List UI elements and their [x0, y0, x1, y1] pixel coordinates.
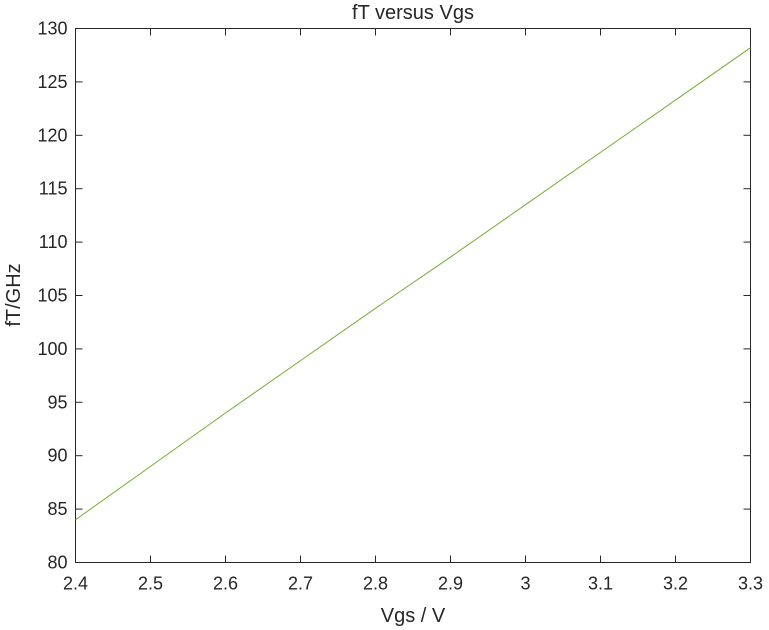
y-tick-label: 120	[37, 125, 67, 145]
x-axis-ticks: 2.4 2.5 2.6 2.7 2.8 2.9 3 3.1 3.2 3.3	[63, 28, 763, 594]
y-tick-label: 95	[47, 392, 67, 412]
y-tick-label: 115	[39, 179, 68, 199]
y-tick-label: 130	[37, 19, 67, 39]
x-tick-label: 3.2	[663, 574, 688, 594]
y-axis-label: fT/GHz	[3, 263, 25, 326]
y-tick-label: 110	[39, 232, 68, 252]
x-tick-label: 3.1	[588, 574, 613, 594]
y-tick-label: 105	[37, 286, 67, 306]
series-layer	[75, 47, 751, 521]
x-axis-label: Vgs / V	[381, 605, 446, 627]
chart-title: fT versus Vgs	[352, 2, 474, 24]
y-tick-label: 85	[47, 499, 67, 519]
x-tick-label: 3	[520, 574, 530, 594]
series-line	[75, 47, 751, 521]
x-tick-label: 2.8	[363, 574, 388, 594]
y-axis-ticks: 80 85 90 95 100 105 110 115 120 125 130	[37, 19, 751, 573]
y-tick-label: 125	[37, 72, 67, 92]
y-tick-label: 90	[47, 446, 67, 466]
x-tick-label: 3.3	[738, 574, 763, 594]
x-tick-label: 2.7	[288, 574, 313, 594]
plot-frame	[75, 28, 751, 563]
x-tick-label: 2.5	[138, 574, 163, 594]
y-tick-label: 100	[37, 339, 67, 359]
x-tick-label: 2.9	[438, 574, 463, 594]
y-tick-label: 80	[47, 553, 67, 573]
x-tick-label: 2.4	[63, 574, 88, 594]
x-tick-label: 2.6	[213, 574, 238, 594]
